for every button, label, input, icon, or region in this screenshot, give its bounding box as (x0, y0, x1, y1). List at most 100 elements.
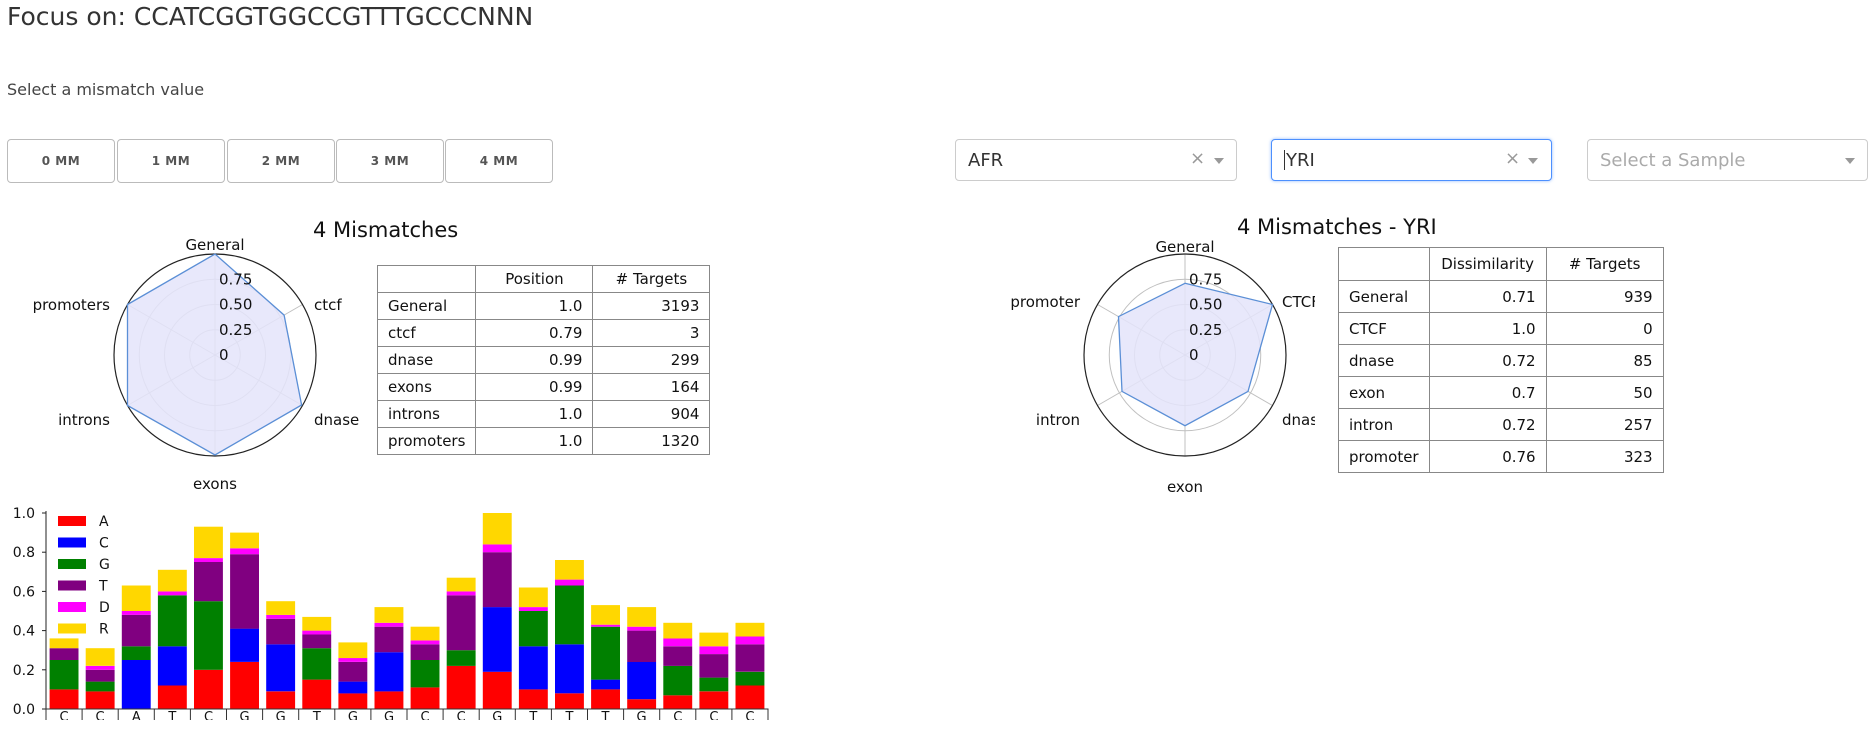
right-plot-title: 4 Mismatches - YRI (1237, 215, 1437, 239)
mismatch-1-button[interactable]: 1 MM (117, 139, 225, 183)
bar-segment-D (735, 636, 765, 645)
x-tick-label: A (132, 710, 141, 720)
legend-swatch-C (58, 537, 86, 548)
radar-axis-label: promoters (33, 296, 111, 314)
clear-icon[interactable]: × (1505, 148, 1521, 169)
table-cell: 0.76 (1428, 440, 1547, 473)
bar-segment-T (663, 646, 693, 666)
radar-axis-label: dnase (314, 411, 359, 429)
table-cell: 50 (1545, 376, 1664, 409)
bar-segment-G (446, 650, 476, 666)
sample-placeholder: Select a Sample (1600, 150, 1746, 171)
table-header-cell (376, 265, 477, 293)
table-header-row: Dissimilarity # Targets (1338, 247, 1664, 281)
table-cell: General (1338, 280, 1430, 313)
sample-select[interactable]: Select a Sample (1587, 139, 1868, 181)
x-tick-label: C (745, 710, 754, 720)
bar-segment-A (266, 691, 296, 709)
x-tick-label: G (240, 710, 250, 720)
table-row: dnase 0.72 85 (1338, 344, 1664, 377)
table-cell: 939 (1545, 280, 1664, 313)
bar-segment-T (194, 562, 223, 602)
superpopulation-select[interactable]: YRI × (1271, 139, 1552, 181)
radar-outer-ring (1083, 253, 1287, 457)
bar-segment-G (735, 671, 765, 686)
y-tick-label: 0.2 (13, 663, 35, 679)
bar-segment-D (374, 622, 404, 627)
mismatch-4-button[interactable]: 4 MM (445, 139, 553, 183)
mismatch-2-button[interactable]: 2 MM (227, 139, 335, 183)
x-tick-label: T (528, 710, 537, 720)
table-row: dnase 0.99 299 (376, 346, 711, 374)
bar-segment-G (555, 585, 584, 645)
table-cell: 164 (592, 373, 711, 401)
bar-segment-G (591, 626, 620, 680)
table-cell: 1.0 (1428, 312, 1547, 345)
chevron-down-icon[interactable] (1845, 158, 1855, 164)
bar-segment-R (518, 587, 548, 608)
radar-axis-label: CTCF (1282, 293, 1315, 311)
radar-tick-label: 0.50 (219, 296, 252, 314)
table-header-cell: Position (475, 265, 594, 293)
bar-segment-C (374, 652, 404, 692)
x-tick-label: G (384, 710, 394, 720)
bar-segment-D (157, 591, 187, 596)
bar-segment-R (302, 616, 332, 631)
bar-segment-T (266, 618, 296, 645)
bar-segment-R (194, 526, 223, 559)
bar-segment-R (446, 577, 476, 592)
x-tick-label: G (276, 710, 286, 720)
table-header-cell: Dissimilarity (1428, 247, 1547, 281)
bar-segment-T (374, 626, 404, 653)
bar-segment-C (266, 644, 296, 692)
table-cell: CTCF (1338, 312, 1430, 345)
left-stats-table: Position # Targets General 1.0 3193 ctcf 0.… (376, 265, 711, 455)
radar-tick-label: 0 (219, 346, 229, 364)
table-header-cell (1338, 247, 1430, 281)
bar-segment-C (338, 681, 368, 694)
bar-segment-D (338, 658, 368, 662)
mismatch-3-button[interactable]: 3 MM (336, 139, 444, 183)
bar-segment-D (555, 579, 584, 586)
table-row: introns 1.0 904 (376, 400, 711, 428)
table-row: General 1.0 3193 (376, 292, 711, 320)
bar-segment-D (410, 640, 440, 645)
bar-segment-A (230, 662, 259, 709)
legend-label: T (98, 579, 108, 595)
population-select[interactable]: AFR × (955, 139, 1237, 181)
table-row: General 0.71 939 (1338, 280, 1664, 313)
radar-data-polygon (1117, 282, 1274, 427)
x-tick-label: T (167, 710, 176, 720)
clear-icon[interactable]: × (1190, 148, 1206, 169)
table-cell: 904 (592, 400, 711, 428)
bar-segment-A (518, 689, 548, 709)
bar-segment-D (518, 607, 548, 611)
bar-segment-T (302, 634, 332, 649)
bar-segment-G (157, 595, 187, 647)
table-cell: 0.99 (475, 346, 594, 374)
table-cell: 0.72 (1428, 408, 1547, 441)
legend-label: A (99, 514, 109, 530)
chevron-down-icon[interactable] (1214, 158, 1224, 164)
mismatch-0-button[interactable]: 0 MM (7, 139, 115, 183)
x-tick-label: T (601, 710, 610, 720)
bar-segment-A (555, 693, 584, 709)
table-cell: intron (1338, 408, 1430, 441)
x-tick-label: C (709, 710, 718, 720)
bar-segment-R (49, 638, 79, 649)
legend-label: C (99, 536, 109, 552)
bar-segment-R (627, 607, 657, 627)
radar-axis-label: General (1155, 238, 1214, 256)
chevron-down-icon[interactable] (1528, 158, 1538, 164)
table-row: intron 0.72 257 (1338, 408, 1664, 441)
table-cell: exon (1338, 376, 1430, 409)
radar-axis-label: exon (1167, 478, 1203, 495)
bar-segment-C (518, 646, 548, 690)
table-cell: 3193 (592, 292, 711, 320)
bar-segment-T (482, 552, 512, 608)
bar-segment-T (85, 669, 115, 682)
radar-tick-label: 0.75 (219, 270, 252, 288)
bar-segment-R (121, 585, 151, 611)
table-cell: introns (376, 400, 477, 428)
bar-segment-T (446, 595, 476, 651)
